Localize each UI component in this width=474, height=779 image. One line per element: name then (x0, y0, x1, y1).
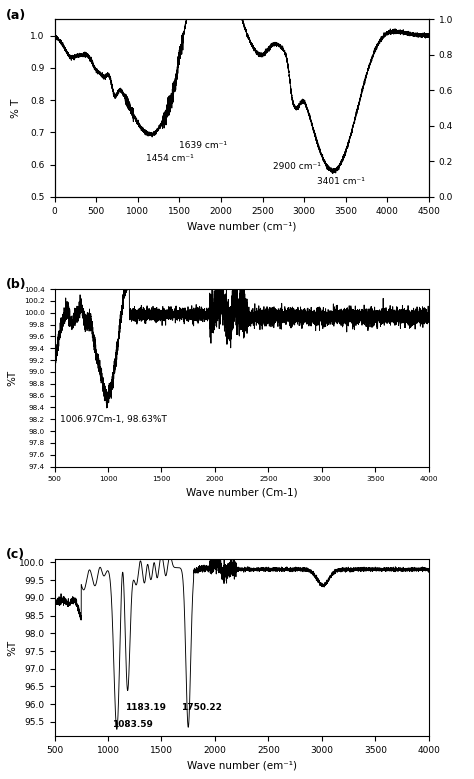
Text: 1183.19: 1183.19 (125, 703, 165, 711)
Text: 1639 cm⁻¹: 1639 cm⁻¹ (179, 142, 228, 150)
Text: (c): (c) (6, 548, 25, 561)
Text: 1454 cm⁻¹: 1454 cm⁻¹ (146, 154, 194, 164)
Text: 1750.22: 1750.22 (181, 703, 222, 711)
Y-axis label: %T: %T (7, 370, 17, 386)
Y-axis label: %T: %T (7, 640, 17, 655)
Text: 3401 cm⁻¹: 3401 cm⁻¹ (317, 177, 365, 186)
Y-axis label: % T: % T (11, 98, 21, 118)
X-axis label: Wave number (cm⁻¹): Wave number (cm⁻¹) (187, 221, 296, 231)
X-axis label: Wave number (em⁻¹): Wave number (em⁻¹) (187, 760, 297, 770)
Text: (b): (b) (6, 278, 27, 291)
X-axis label: Wave number (Cm-1): Wave number (Cm-1) (186, 488, 298, 498)
Text: 2900 cm⁻¹: 2900 cm⁻¹ (273, 162, 320, 171)
Text: 1083.59: 1083.59 (112, 721, 153, 729)
Text: 1006.97Cm-1, 98.63%T: 1006.97Cm-1, 98.63%T (60, 415, 167, 424)
Text: (a): (a) (6, 9, 26, 22)
